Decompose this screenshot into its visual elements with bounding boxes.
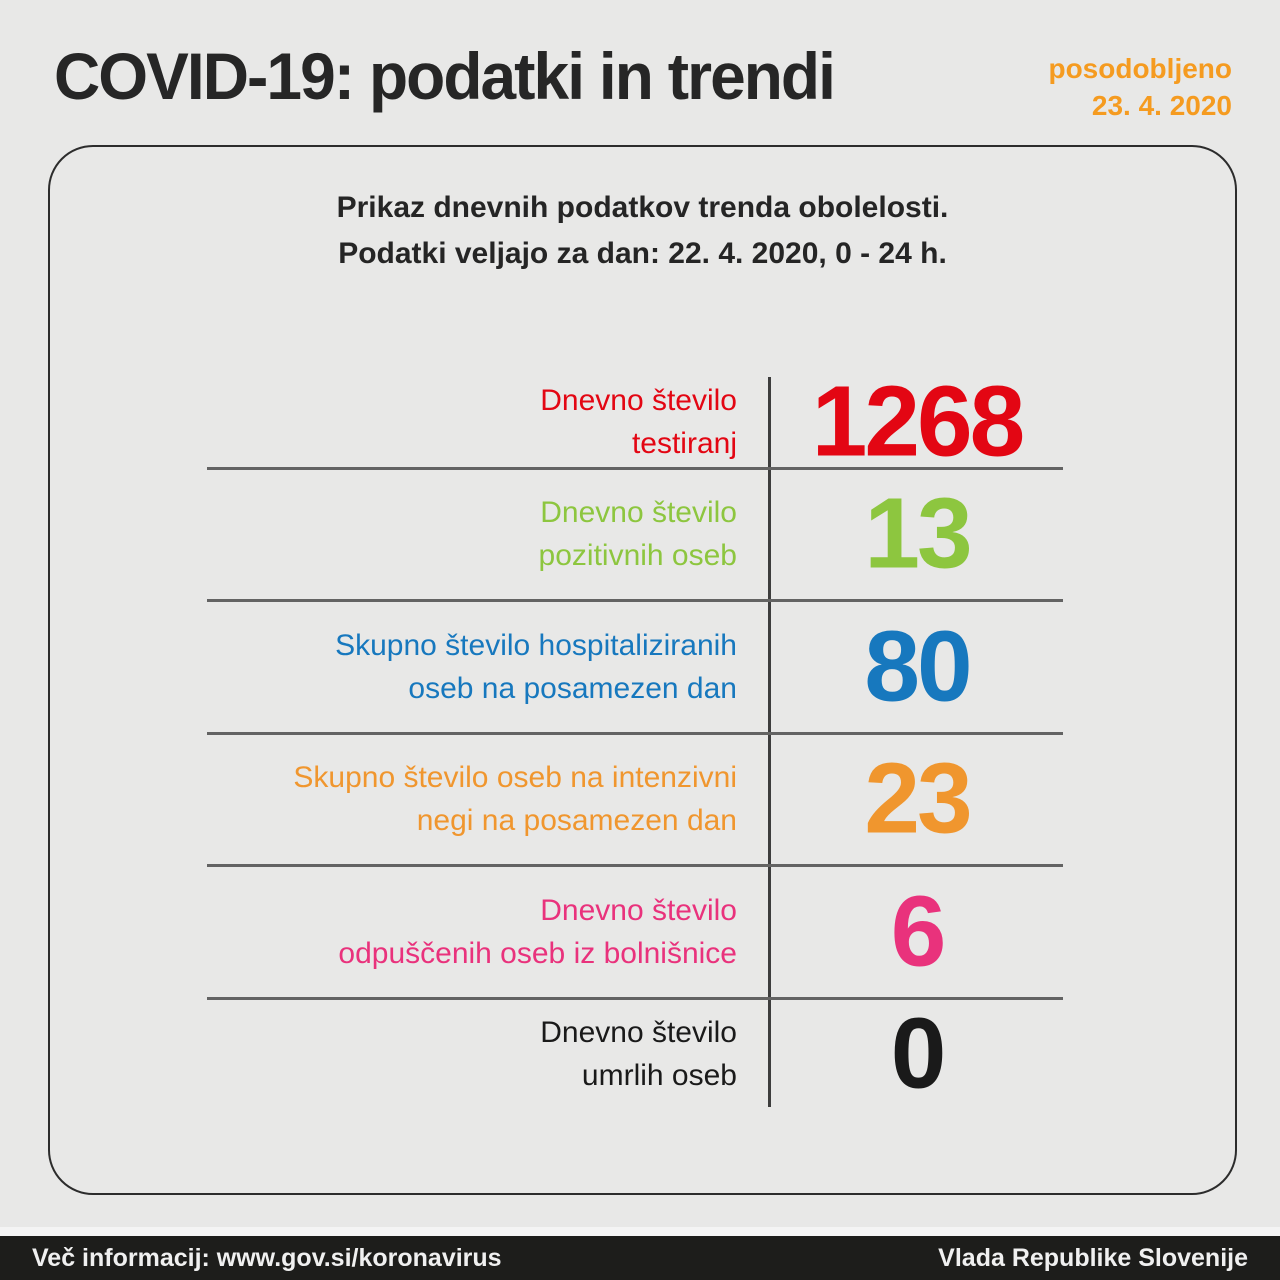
card-intro: Prikaz dnevnih podatkov trenda obolelost… xyxy=(50,185,1235,277)
stat-row-deaths: Dnevno število umrlih oseb 0 xyxy=(50,997,1235,1109)
stat-value: 13 xyxy=(864,477,972,590)
updated-info: posodobljeno 23. 4. 2020 xyxy=(1048,50,1232,124)
stat-label-line1: Dnevno število xyxy=(540,1015,737,1049)
card-intro-line1: Prikaz dnevnih podatkov trenda obolelost… xyxy=(336,191,949,224)
stat-label-line2: odpuščenih oseb iz bolnišnice xyxy=(338,936,737,970)
stat-value: 80 xyxy=(864,610,972,722)
footer-org-name: Vlada Republike Slovenije xyxy=(938,1243,1248,1272)
stat-label-line2: pozitivnih oseb xyxy=(538,539,737,572)
stat-label-line2: testiranj xyxy=(631,426,737,460)
stat-label-line1: Dnevno število xyxy=(540,893,737,927)
stat-row-positive: Dnevno število pozitivnih oseb 13 xyxy=(50,468,1235,600)
row-divider xyxy=(207,732,1063,735)
stat-row-discharged: Dnevno število odpuščenih oseb iz bolniš… xyxy=(50,865,1235,998)
updated-date: 23. 4. 2020 xyxy=(1091,90,1232,121)
stat-label-line2: oseb na posamezen dan xyxy=(408,671,737,705)
stat-label-line1: Dnevno število xyxy=(540,496,737,529)
stat-label-line1: Skupno število oseb na intenzivni xyxy=(293,761,737,794)
row-divider xyxy=(207,997,1063,1000)
vertical-divider xyxy=(768,377,771,1107)
stat-row-icu: Skupno število oseb na intenzivni negi n… xyxy=(50,733,1235,865)
footer-info-link: Več informacij: www.gov.si/koronavirus xyxy=(32,1243,502,1272)
stat-label-line1: Dnevno število xyxy=(540,383,737,417)
updated-label: posodobljeno xyxy=(1048,53,1232,84)
stats-table: Dnevno število testiranj 1268 Dnevno šte… xyxy=(50,365,1235,1109)
row-divider xyxy=(207,467,1063,470)
stats-card: Prikaz dnevnih podatkov trenda obolelost… xyxy=(48,145,1237,1195)
stat-label: Skupno število hospitaliziranih oseb na … xyxy=(50,624,737,710)
card-intro-line2: Podatki veljajo za dan: 22. 4. 2020, 0 -… xyxy=(338,237,947,270)
stat-label-line2: umrlih oseb xyxy=(581,1058,737,1092)
row-divider xyxy=(207,599,1063,602)
footer-bar: Več informacij: www.gov.si/koronavirus V… xyxy=(0,1236,1280,1280)
footer-strip xyxy=(0,1227,1280,1236)
stat-value: 1268 xyxy=(811,365,1025,477)
stat-label: Dnevno število testiranj xyxy=(50,379,737,465)
stat-value: 0 xyxy=(890,997,947,1109)
stat-label: Skupno število oseb na intenzivni negi n… xyxy=(50,756,737,842)
stat-row-tests: Dnevno število testiranj 1268 xyxy=(50,365,1235,477)
stat-row-hospitalized: Skupno število hospitaliziranih oseb na … xyxy=(50,600,1235,733)
row-divider xyxy=(207,864,1063,867)
stat-label: Dnevno število odpuščenih oseb iz bolniš… xyxy=(50,889,737,975)
stat-label: Dnevno število umrlih oseb xyxy=(50,1011,737,1097)
stat-value: 6 xyxy=(890,875,947,987)
stat-label-line1: Skupno število hospitaliziranih xyxy=(335,628,737,662)
stat-label-line2: negi na posamezen dan xyxy=(416,804,737,837)
stat-value: 23 xyxy=(864,742,972,855)
page-title: COVID-19: podatki in trendi xyxy=(54,39,836,113)
stat-label: Dnevno število pozitivnih oseb xyxy=(50,491,737,577)
